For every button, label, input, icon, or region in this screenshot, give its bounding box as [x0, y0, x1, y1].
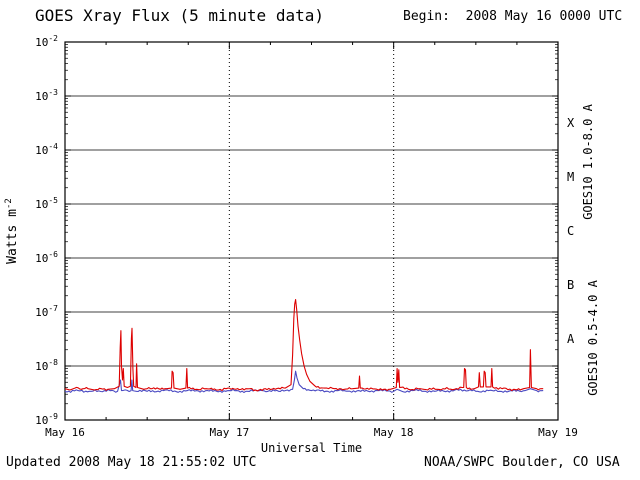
- x-axis-tick-label: May 19: [538, 426, 578, 439]
- x-axis-tick-label: May 16: [45, 426, 85, 439]
- flare-class-label: X: [567, 116, 575, 130]
- y-axis-tick-label: 10-6: [35, 250, 58, 265]
- x-axis-tick-label: May 18: [374, 426, 414, 439]
- y-axis-tick-label: 10-8: [35, 358, 58, 373]
- updated-timestamp: Updated 2008 May 18 21:55:02 UTC: [6, 455, 257, 470]
- chart-title: GOES Xray Flux (5 minute data): [35, 6, 324, 25]
- x-axis-title: Universal Time: [261, 441, 362, 455]
- y-axis-tick-label: 10-7: [35, 304, 58, 319]
- series-label-short-wavelength: GOES10 0.5-4.0 A: [586, 279, 600, 395]
- x-axis-tick-label: May 17: [209, 426, 249, 439]
- flare-class-label: A: [567, 332, 575, 346]
- begin-time-label: Begin: 2008 May 16 0000 UTC: [403, 9, 623, 24]
- y-axis-title: Watts m-2: [4, 198, 20, 264]
- series-label-long-wavelength: GOES10 1.0-8.0 A: [581, 103, 595, 219]
- flare-class-label: M: [567, 170, 574, 184]
- flare-class-label: B: [567, 278, 574, 292]
- source-attribution: NOAA/SWPC Boulder, CO USA: [424, 455, 620, 470]
- series-line-long-wavelength: [64, 299, 544, 392]
- y-axis-tick-label: 10-5: [35, 196, 58, 211]
- y-axis-tick-label: 10-4: [35, 142, 58, 157]
- y-axis-tick-label: 10-9: [35, 412, 58, 427]
- series-line-short-wavelength: [64, 370, 544, 394]
- flare-class-label: C: [567, 224, 574, 238]
- y-axis-tick-label: 10-3: [35, 88, 58, 103]
- y-axis-tick-label: 10-2: [35, 34, 58, 49]
- plot-border: [64, 41, 559, 421]
